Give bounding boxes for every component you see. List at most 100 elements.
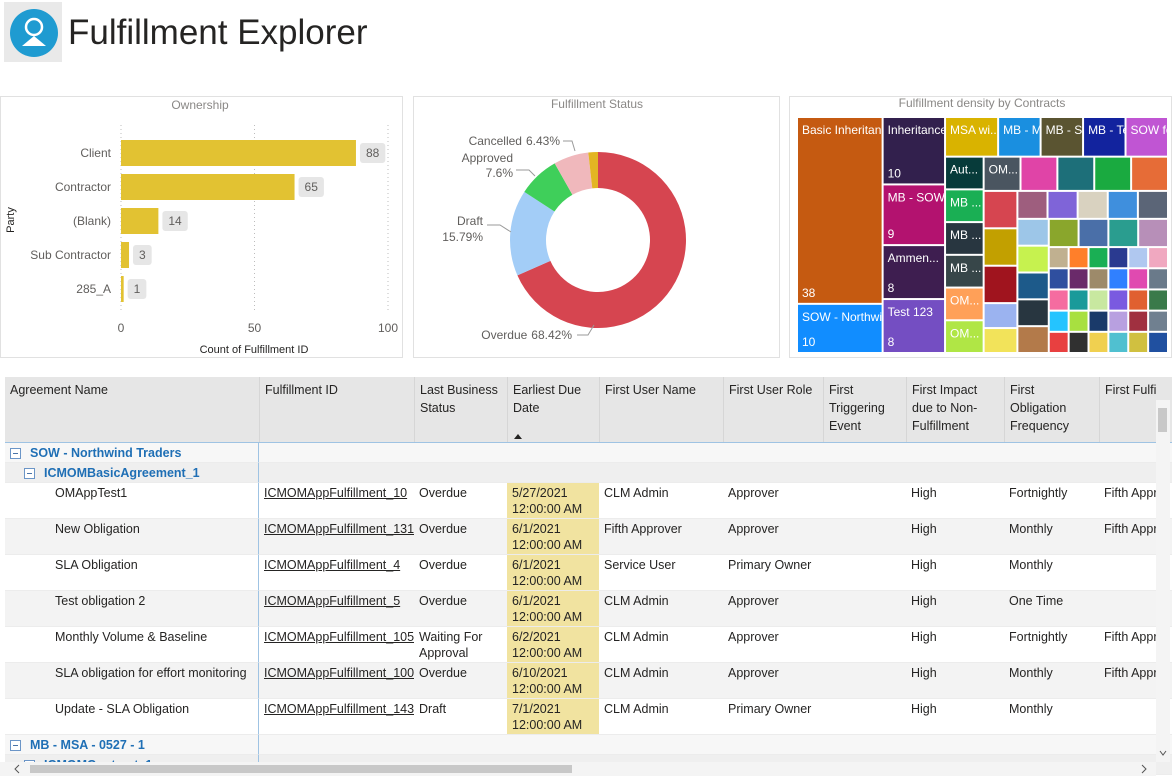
table-cell: 6/10/2021 12:00:00 AM — [507, 663, 599, 699]
treemap-tile — [985, 329, 1017, 352]
column-header[interactable]: First Triggering Event — [823, 377, 906, 442]
table-cell — [507, 735, 599, 755]
bar — [121, 140, 356, 166]
subgroup-row: ICMOMBasicAgreement_1 — [5, 463, 1172, 483]
chart-title: Ownership — [171, 98, 229, 112]
table-cell — [823, 463, 906, 483]
horizontal-scrollbar[interactable] — [0, 762, 1156, 776]
vertical-scrollbar[interactable] — [1156, 400, 1170, 762]
treemap-tile — [1050, 333, 1068, 352]
column-header[interactable]: First User Role — [723, 377, 823, 442]
tile-label: SOW fo... — [1131, 123, 1172, 137]
table-cell: Waiting For Approval — [414, 627, 507, 663]
tile-value: 9 — [888, 227, 895, 241]
y-tick-label: Contractor — [55, 180, 111, 194]
treemap-tile — [1050, 248, 1068, 267]
tile-clip: MB ... — [950, 228, 981, 242]
slice-value: 15.79% — [442, 230, 483, 244]
leader-line — [563, 141, 575, 151]
column-header[interactable]: Fulfillment ID — [259, 377, 414, 442]
treemap-tile — [1090, 333, 1108, 352]
column-header[interactable]: Agreement Name — [5, 377, 259, 442]
fulfillment-link[interactable]: ICMOMAppFulfillment_105 — [259, 627, 414, 663]
expand-icon[interactable] — [24, 468, 35, 479]
expand-icon[interactable] — [10, 448, 21, 459]
table-cell: 6/1/2021 12:00:00 AM — [507, 519, 599, 555]
fulfillment-link[interactable]: ICMOMAppFulfillment_131 — [259, 519, 414, 555]
table-cell: Monthly Volume & Baseline — [5, 627, 259, 663]
table-cell — [259, 735, 414, 755]
table-cell: CLM Admin — [599, 591, 723, 627]
table-cell: 5/27/2021 12:00:00 AM — [507, 483, 599, 519]
column-header[interactable]: First Impact due to Non-Fulfillment — [906, 377, 1004, 442]
arrow-left[interactable] — [15, 765, 19, 773]
table-cell — [723, 735, 823, 755]
treemap-tile — [1132, 158, 1167, 190]
table-cell: 6/1/2021 12:00:00 AM — [507, 555, 599, 591]
column-header[interactable]: First Obligation Frequency — [1004, 377, 1099, 442]
x-tick-label: 0 — [118, 321, 125, 335]
arrow-right[interactable] — [1142, 765, 1146, 773]
chart-title: Fulfillment Status — [551, 97, 643, 111]
tile-clip: MB ... — [950, 261, 981, 275]
treemap-tile — [1022, 158, 1057, 190]
table-cell: Overdue — [414, 555, 507, 591]
table-cell — [414, 463, 507, 483]
fulfillment-link[interactable]: ICMOMAppFulfillment_4 — [259, 555, 414, 591]
table-cell: Draft — [414, 699, 507, 735]
treemap-tile — [1109, 333, 1127, 352]
scroll-arrows — [1156, 400, 1170, 762]
table-cell — [507, 463, 599, 483]
slice-category: Overdue — [481, 328, 527, 342]
tile-label: Aut... — [950, 163, 978, 177]
expand-icon[interactable] — [10, 740, 21, 751]
column-header[interactable]: First User Name — [599, 377, 723, 442]
fulfillment-link[interactable]: ICMOMAppFulfillment_143 — [259, 699, 414, 735]
treemap-tile — [985, 192, 1017, 227]
slice-category: Cancelled — [469, 134, 522, 148]
slice-category: Approved — [462, 151, 513, 165]
treemap-tile — [1050, 312, 1068, 331]
data-label: 14 — [168, 214, 182, 228]
table-cell — [599, 463, 723, 483]
panel — [1, 97, 403, 358]
table-cell — [823, 483, 906, 519]
x-tick-label: 50 — [248, 321, 262, 335]
table-cell: SLA obligation for effort monitoring — [5, 663, 259, 699]
table-cell: Approver — [723, 591, 823, 627]
group-name: MB - MSA - 0527 - 1 — [30, 737, 145, 753]
treemap-tile — [1080, 220, 1108, 246]
fulfillment-link[interactable]: ICMOMAppFulfillment_10 — [259, 483, 414, 519]
treemap-tile — [1109, 269, 1127, 288]
treemap-tile — [1079, 192, 1107, 218]
table-cell — [906, 463, 1004, 483]
slice-label: Overdue68.42% — [481, 328, 572, 342]
treemap-tile — [1018, 220, 1047, 245]
treemap-tile — [1095, 158, 1130, 190]
table-cell — [823, 663, 906, 699]
fulfillment-link[interactable]: ICMOMAppFulfillment_5 — [259, 591, 414, 627]
tile-label: Basic Inheritance — [802, 123, 894, 137]
table-cell: Overdue — [414, 591, 507, 627]
sort-indicator — [514, 434, 522, 439]
tile-clip: MSA wi... — [950, 123, 1000, 137]
slice-label: Draft15.79% — [442, 214, 483, 244]
table-cell — [414, 443, 507, 463]
treemap-tile — [1090, 290, 1108, 309]
slice-label: Cancelled6.43% — [469, 134, 561, 148]
table-cell — [1004, 735, 1099, 755]
treemap-tile — [1090, 248, 1108, 267]
column-header[interactable]: Earliest Due Date — [507, 377, 599, 442]
treemap-tile — [1018, 274, 1047, 299]
arrow-down[interactable] — [1160, 751, 1166, 755]
table-cell: Approver — [723, 627, 823, 663]
treemap-tile — [1070, 248, 1088, 267]
column-header[interactable]: Last Business Status — [414, 377, 507, 442]
fulfillment-link[interactable]: ICMOMAppFulfillment_100 — [259, 663, 414, 699]
tile-label: MB ... — [950, 195, 981, 209]
tile-label: OM... — [950, 294, 979, 308]
table: Agreement NameFulfillment IDLast Busines… — [5, 377, 1172, 776]
table-cell — [823, 519, 906, 555]
tile-value: 38 — [802, 286, 816, 300]
treemap-tile — [1149, 248, 1167, 267]
